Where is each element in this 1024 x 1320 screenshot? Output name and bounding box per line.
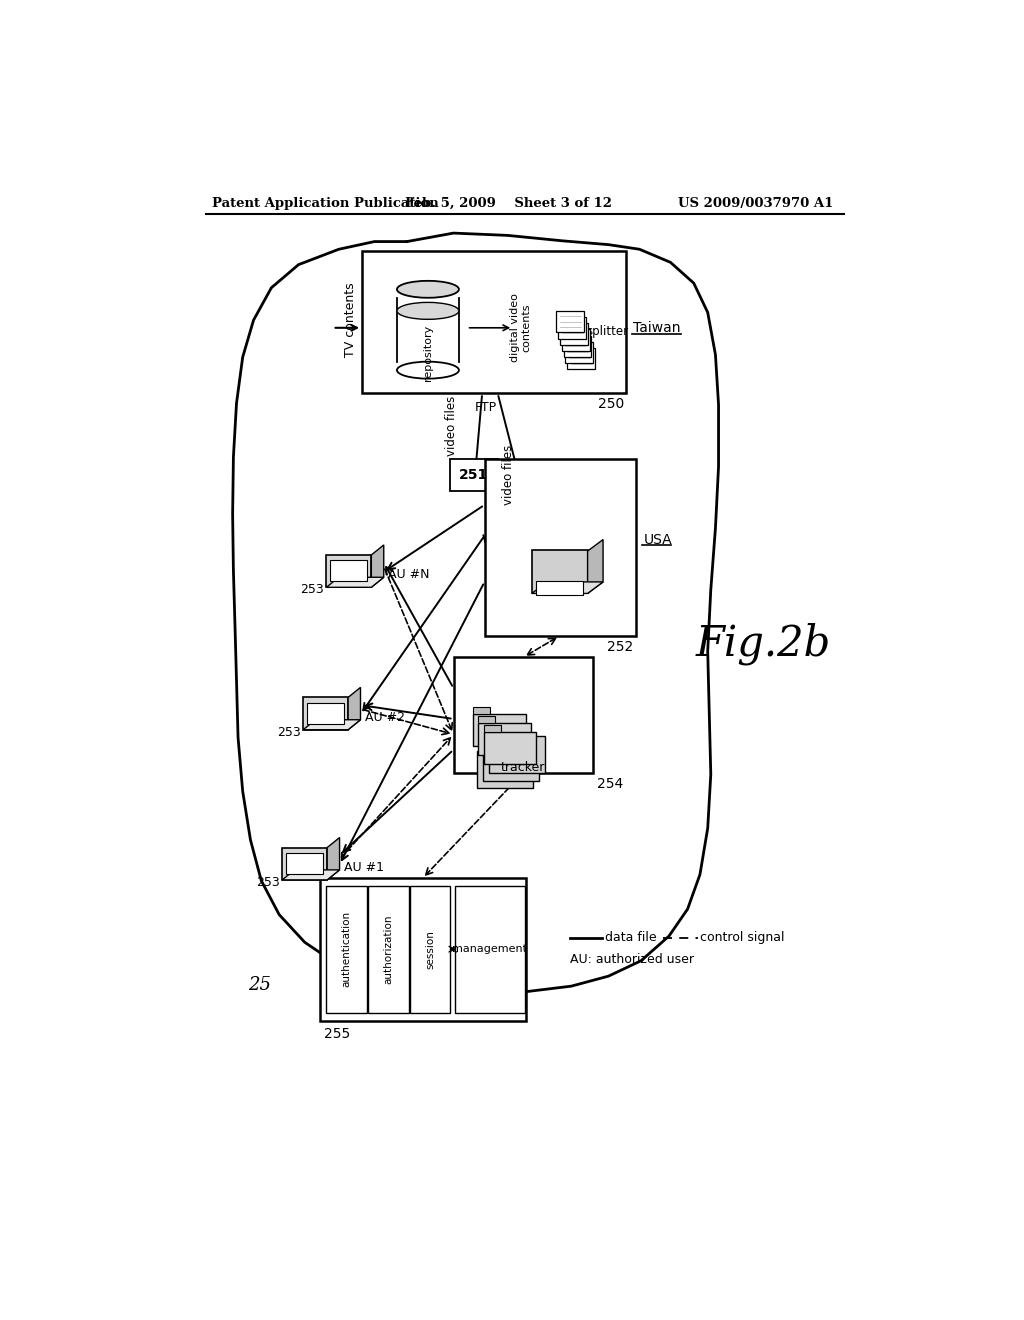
Bar [397,298,459,362]
Bar [454,657,593,774]
Text: session: session [425,929,435,969]
Bar [303,697,348,730]
Text: authorization: authorization [383,915,393,983]
Text: digital video
contents: digital video contents [510,293,531,362]
Bar [558,317,586,339]
Text: AU #N: AU #N [388,569,430,582]
Text: data file: data file [605,931,657,944]
Bar [483,725,501,733]
Bar [473,714,525,746]
Polygon shape [372,545,384,587]
Text: control signal: control signal [700,931,784,944]
Bar [362,251,626,393]
Bar [565,342,593,363]
Bar [369,886,409,1014]
Bar [450,459,498,491]
Bar [478,715,496,723]
Ellipse shape [397,302,459,319]
Bar [556,312,584,333]
Polygon shape [531,582,603,594]
Bar [563,335,592,358]
Bar [283,847,328,880]
Polygon shape [588,540,603,594]
Bar [560,323,588,345]
Text: FTP: FTP [475,400,498,413]
Text: 250: 250 [598,397,624,411]
Text: 253: 253 [256,876,280,890]
Bar [537,581,583,595]
Text: tracker: tracker [501,762,546,775]
Text: splitter: splitter [587,325,629,338]
Text: USA: USA [643,532,672,546]
Text: 255: 255 [324,1027,350,1041]
Polygon shape [328,838,340,880]
Text: video files: video files [502,445,514,506]
Text: video files: video files [445,396,459,457]
Polygon shape [303,719,360,730]
Text: repository: repository [423,325,433,381]
Bar [321,878,525,1020]
Bar [478,723,531,755]
Text: management: management [453,944,527,954]
Text: Feb. 5, 2009    Sheet 3 of 12: Feb. 5, 2009 Sheet 3 of 12 [406,197,612,210]
Bar [327,886,367,1014]
Text: authentication: authentication [342,911,351,987]
Bar [484,459,636,636]
Bar [327,554,372,587]
Text: 253: 253 [278,726,301,739]
Text: Taiwan: Taiwan [633,321,681,335]
Ellipse shape [397,281,459,298]
Bar [531,550,588,593]
Bar [455,886,524,1014]
Bar [307,702,344,723]
Bar [473,706,489,714]
Bar [331,561,368,581]
Text: TV contents: TV contents [344,282,357,358]
Text: 254: 254 [597,776,624,791]
Text: AU: authorized user: AU: authorized user [569,953,693,966]
Text: AU #1: AU #1 [344,861,384,874]
Text: 251: 251 [459,467,488,482]
Bar [567,348,595,370]
Bar [489,737,545,774]
Text: AU #2: AU #2 [366,711,406,723]
Polygon shape [348,688,360,730]
Text: US 2009/0037970 A1: US 2009/0037970 A1 [678,197,834,210]
Bar [483,733,537,764]
Text: 25: 25 [248,977,271,994]
Bar [286,853,324,874]
Bar [477,751,532,788]
Ellipse shape [397,362,459,379]
Bar [410,886,451,1014]
Text: Fig.2b: Fig.2b [696,622,831,665]
Bar [561,330,590,351]
Text: 252: 252 [607,640,633,653]
Bar [483,743,539,780]
Polygon shape [283,870,340,880]
Text: 253: 253 [300,583,324,597]
Polygon shape [327,577,384,587]
Text: Patent Application Publication: Patent Application Publication [212,197,438,210]
